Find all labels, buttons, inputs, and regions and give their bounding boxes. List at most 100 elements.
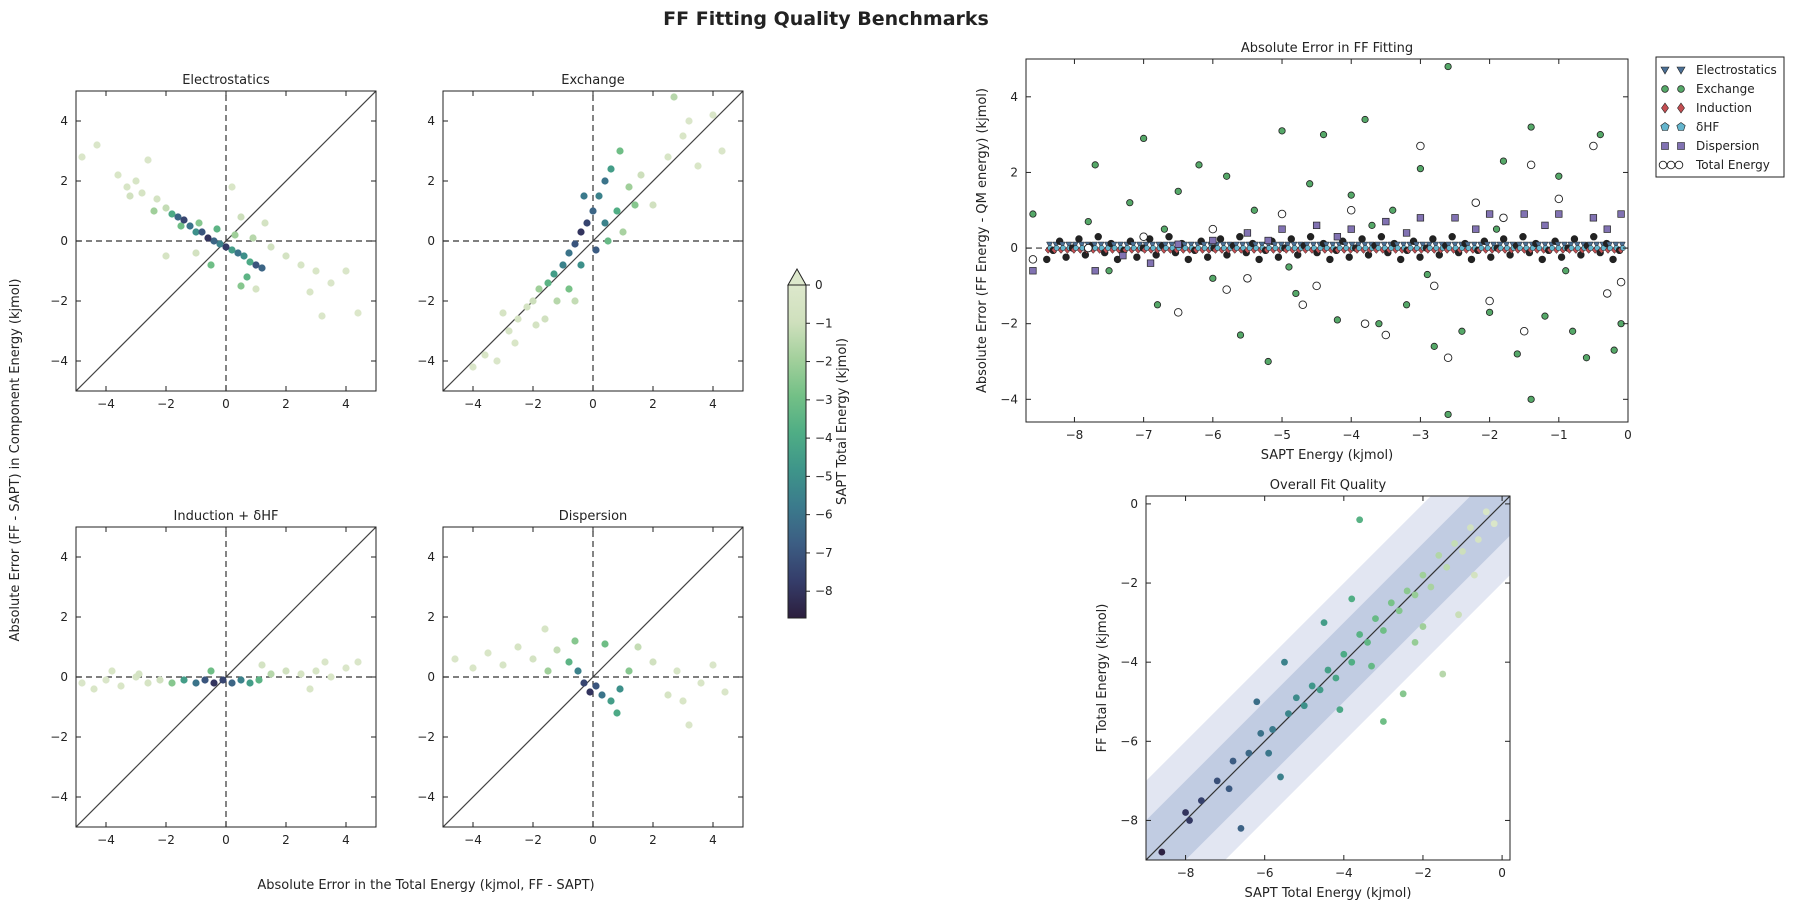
legend-label: Induction	[1696, 101, 1752, 115]
dispersion-point	[1555, 210, 1563, 218]
exchange-point	[1486, 308, 1494, 316]
y-tick-label: 2	[427, 174, 435, 188]
plot-area	[1026, 62, 1628, 419]
data-point	[282, 252, 290, 260]
data-point	[613, 207, 621, 215]
electrostatics-point	[1586, 241, 1594, 249]
data-point	[586, 688, 594, 696]
data-point	[1229, 757, 1237, 765]
y-axis-label: Absolute Error (FF Energy - QM energy) (…	[975, 88, 990, 393]
x-tick-label: 0	[222, 833, 230, 847]
total-energy-point	[1519, 233, 1527, 241]
electrostatics-point	[1181, 241, 1189, 249]
total-energy-point	[1184, 255, 1193, 264]
total-energy-point	[1345, 253, 1353, 261]
x-tick-label: −4	[1342, 428, 1360, 442]
data-point	[607, 697, 615, 705]
dispersion-point	[1146, 259, 1155, 267]
electrostatics-point	[1605, 241, 1613, 249]
total-energy-point	[1570, 235, 1579, 243]
data-point	[192, 249, 200, 257]
data-point	[210, 679, 218, 687]
data-point	[102, 676, 110, 684]
data-point	[679, 697, 687, 705]
dhf-point	[1407, 245, 1414, 251]
exchange-point	[1319, 131, 1328, 139]
data-point	[574, 667, 582, 675]
dhf-point	[1414, 245, 1420, 251]
data-point	[192, 679, 200, 687]
data-point	[1340, 650, 1348, 658]
dhf-point	[1478, 245, 1485, 251]
dispersion-point	[1485, 210, 1494, 218]
total-energy-point	[1499, 213, 1508, 223]
total-energy-point	[1236, 233, 1244, 241]
electrostatics-point	[1445, 241, 1452, 249]
data-point	[1459, 547, 1466, 555]
data-point	[78, 153, 86, 161]
data-point	[616, 685, 624, 693]
data-point	[529, 297, 537, 305]
electrostatics-point	[1490, 241, 1497, 249]
y-tick-label: −2	[50, 730, 68, 744]
electrostatics-point	[1058, 241, 1066, 249]
x-tick-label: 0	[1498, 866, 1506, 880]
data-point	[186, 222, 194, 230]
y-tick-label: 4	[427, 550, 435, 564]
panel-title: Dispersion	[559, 509, 628, 524]
data-point	[1467, 524, 1474, 532]
data-point	[718, 147, 726, 155]
dispersion-point	[1119, 251, 1127, 260]
data-point	[589, 207, 597, 215]
data-point	[228, 183, 236, 191]
data-point	[571, 637, 579, 645]
dispersion-point	[1278, 225, 1286, 233]
exchange-point	[1306, 180, 1314, 188]
exchange-point	[1444, 62, 1452, 71]
dhf-point	[1427, 245, 1433, 251]
total-energy-point	[1243, 274, 1252, 283]
data-point	[1364, 638, 1371, 646]
dhf-point	[1504, 245, 1510, 251]
dispersion-point	[1589, 214, 1598, 222]
legend-marker-dhf	[1676, 122, 1686, 131]
panel-overall-fit: −8 −6 −4 −2 0 0 −2 −4 −6 −8 Overall Fit Quality SAP…	[1095, 478, 1511, 901]
dhf-point	[1092, 245, 1099, 251]
dhf-point	[1124, 245, 1131, 251]
data-point	[354, 309, 362, 317]
data-point	[168, 210, 176, 218]
dhf-point	[1201, 245, 1208, 251]
x-tick-label: 4	[342, 397, 350, 411]
dhf-point	[1336, 245, 1343, 251]
data-point	[123, 183, 131, 191]
electrostatics-point	[1046, 241, 1053, 249]
data-point	[162, 204, 170, 212]
data-point	[306, 288, 314, 296]
y-tick-label: 0	[427, 670, 435, 684]
electrostatics-point	[1232, 241, 1240, 249]
x-tick-label: −6	[1204, 428, 1222, 442]
electrostatics-point	[1322, 241, 1330, 249]
data-point	[1277, 773, 1284, 781]
data-point	[1372, 615, 1379, 623]
exchange-point	[1333, 316, 1341, 324]
data-point	[132, 177, 140, 185]
data-point	[243, 273, 251, 281]
data-point	[1336, 706, 1344, 714]
dhf-point	[1607, 245, 1613, 251]
data-point	[231, 231, 239, 239]
dhf-point	[1356, 245, 1362, 251]
data-point	[523, 303, 531, 311]
total-energy-point	[1602, 289, 1612, 298]
exchange-point	[1250, 206, 1258, 214]
data-point	[207, 261, 215, 269]
dhf-point	[1150, 245, 1157, 251]
colorbar-extend-arrow	[787, 267, 807, 286]
total-energy-point	[1287, 235, 1295, 243]
exchange-point	[1361, 115, 1369, 124]
data-point	[258, 264, 266, 272]
y-tick-label: 0	[1130, 497, 1138, 511]
dispersion-point	[1416, 214, 1425, 222]
electrostatics-point	[1393, 241, 1401, 249]
data-point	[511, 339, 519, 347]
